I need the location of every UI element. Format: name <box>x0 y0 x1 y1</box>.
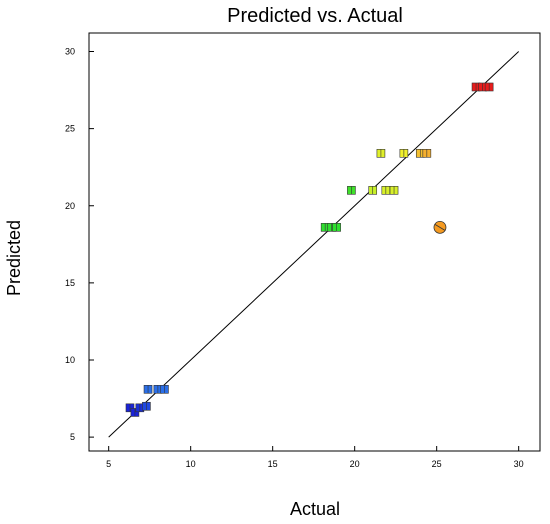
y-tick-label-5: 30 <box>65 47 75 57</box>
data-point-18 <box>433 220 447 234</box>
data-point-3 <box>142 401 151 411</box>
points-layer <box>125 82 494 417</box>
data-point-12 <box>381 186 391 195</box>
x-tick-label-3: 20 <box>350 459 360 469</box>
data-point-11 <box>368 186 378 195</box>
data-point-6 <box>160 385 169 394</box>
data-point-13 <box>389 186 399 195</box>
x-tick-label-0: 5 <box>106 459 111 469</box>
x-tick-label-1: 10 <box>186 459 196 469</box>
x-axis: 5 10 15 20 25 30 <box>106 446 524 469</box>
x-tick-label-5: 30 <box>514 459 524 469</box>
y-tick-label-0: 5 <box>70 432 75 442</box>
data-point-15 <box>399 149 409 158</box>
x-axis-label: Actual <box>290 499 340 519</box>
plot-frame <box>88 32 541 452</box>
y-tick-label-4: 25 <box>65 124 75 134</box>
y-tick-label-1: 10 <box>65 355 75 365</box>
chart-title: Predicted vs. Actual <box>227 5 403 27</box>
data-point-14 <box>376 149 386 158</box>
data-point-10 <box>347 186 356 195</box>
data-point-0 <box>125 403 135 413</box>
x-tick-label-2: 15 <box>268 459 278 469</box>
y-tick-label-3: 20 <box>65 201 75 211</box>
y-axis: 5 10 15 20 25 30 <box>65 47 94 442</box>
x-tick-label-4: 25 <box>432 459 442 469</box>
reference-line <box>108 51 520 438</box>
y-axis-label: Predicted <box>4 220 24 296</box>
reference-line-layer <box>108 51 520 438</box>
y-tick-label-2: 15 <box>65 278 75 288</box>
data-point-4 <box>143 385 153 394</box>
data-point-1 <box>130 408 140 417</box>
data-point-21 <box>484 82 494 92</box>
data-point-9 <box>332 223 341 232</box>
data-point-17 <box>422 149 432 158</box>
